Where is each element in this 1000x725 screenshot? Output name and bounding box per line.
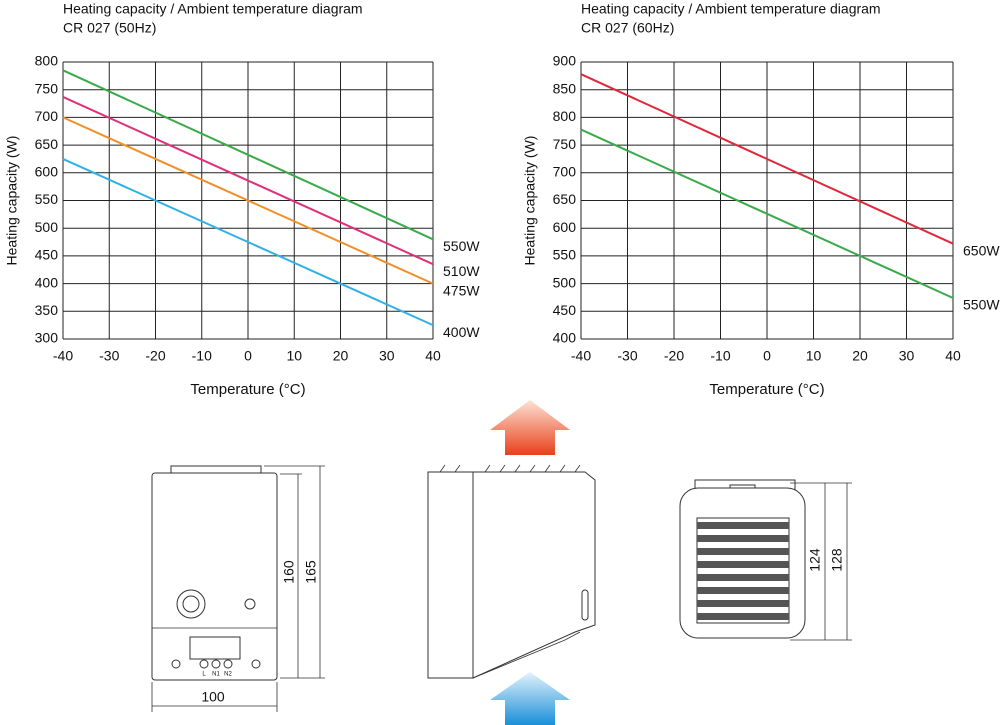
dimension-label: 165 [303, 560, 319, 584]
x-axis-label: Temperature (°C) [709, 381, 824, 398]
line [62, 116, 434, 285]
terminal-label: N2 [224, 672, 232, 678]
dimension-label: 124 [807, 548, 823, 572]
y-tick-label: 900 [553, 53, 577, 69]
terminal-label: N1 [212, 672, 220, 678]
y-tick-label: 800 [35, 53, 59, 69]
back-view: 124 128 [679, 479, 852, 641]
chart-subtitle: CR 027 (50Hz) [63, 20, 156, 36]
line [580, 128, 954, 299]
y-tick-label: 700 [553, 164, 577, 180]
series-label: 400W [443, 324, 480, 340]
x-tick-label: 0 [763, 348, 771, 364]
y-tick-label: 400 [553, 330, 577, 346]
x-tick-label: 40 [945, 348, 961, 364]
y-tick-label: 750 [35, 80, 59, 96]
technical-drawings: L N1 N2 160 165 100 124 128 [151, 400, 852, 725]
y-tick-label: 300 [35, 330, 59, 346]
y-tick-label: 600 [553, 219, 577, 235]
x-tick-label: 0 [244, 348, 252, 364]
y-tick-label: 450 [553, 302, 577, 318]
y-tick-label: 550 [553, 247, 577, 263]
grille-bar [697, 600, 789, 607]
chart-title: Heating capacity / Ambient temperature d… [63, 1, 363, 17]
grille-bar [697, 548, 789, 555]
y-axis-label: Heating capacity (W) [4, 136, 20, 266]
x-tick-label: 30 [379, 348, 395, 364]
y-tick-label: 650 [35, 136, 59, 152]
series-label: 475W [443, 282, 480, 298]
x-tick-label: -30 [99, 348, 119, 364]
line [62, 69, 434, 241]
line [580, 73, 954, 245]
y-tick-label: 700 [35, 108, 59, 124]
y-tick-label: 550 [35, 191, 59, 207]
y-tick-label: 450 [35, 247, 59, 263]
grille-bar [697, 561, 789, 568]
series-label: 510W [443, 263, 480, 279]
x-tick-label: 10 [806, 348, 822, 364]
y-tick-label: 500 [35, 219, 59, 235]
x-tick-label: -20 [664, 348, 684, 364]
front-view: L N1 N2 160 165 100 [151, 465, 325, 712]
y-tick-label: 850 [553, 80, 577, 96]
cold-air-arrow [490, 672, 570, 725]
side-view [427, 464, 596, 679]
grille-bar [697, 613, 789, 620]
series-label: 650W [963, 242, 1000, 258]
x-tick-label: 20 [333, 348, 349, 364]
chart-subtitle: CR 027 (60Hz) [581, 20, 674, 36]
line [62, 158, 434, 327]
series-label: 550W [443, 238, 480, 254]
grille [697, 522, 789, 620]
y-tick-label: 800 [553, 108, 577, 124]
terminal-label: L [202, 672, 206, 678]
x-tick-label: -20 [145, 348, 165, 364]
x-tick-label: 40 [425, 348, 441, 364]
warm-air-arrow [490, 400, 570, 455]
grille-bar [697, 574, 789, 581]
dimension-label: 160 [281, 560, 297, 584]
grille-bar [697, 535, 789, 542]
y-tick-label: 600 [35, 164, 59, 180]
x-tick-label: 10 [286, 348, 302, 364]
grille-bar [697, 587, 789, 594]
x-tick-label: 20 [852, 348, 868, 364]
x-tick-label: -40 [53, 348, 73, 364]
x-tick-label: -30 [617, 348, 637, 364]
line [62, 95, 434, 266]
dimension-label: 100 [201, 689, 225, 705]
x-tick-label: -10 [710, 348, 730, 364]
y-tick-label: 500 [553, 274, 577, 290]
x-tick-label: 30 [899, 348, 915, 364]
dimension-label: 128 [829, 548, 845, 572]
x-tick-label: -40 [571, 348, 591, 364]
y-tick-label: 400 [35, 274, 59, 290]
y-tick-label: 650 [553, 191, 577, 207]
chart-title: Heating capacity / Ambient temperature d… [581, 1, 881, 17]
y-axis-label: Heating capacity (W) [522, 136, 538, 266]
x-tick-label: -10 [192, 348, 212, 364]
series-label: 550W [963, 297, 1000, 313]
y-tick-label: 350 [35, 302, 59, 318]
x-axis-label: Temperature (°C) [190, 381, 305, 398]
grille-bar [697, 522, 789, 529]
y-tick-label: 750 [553, 136, 577, 152]
